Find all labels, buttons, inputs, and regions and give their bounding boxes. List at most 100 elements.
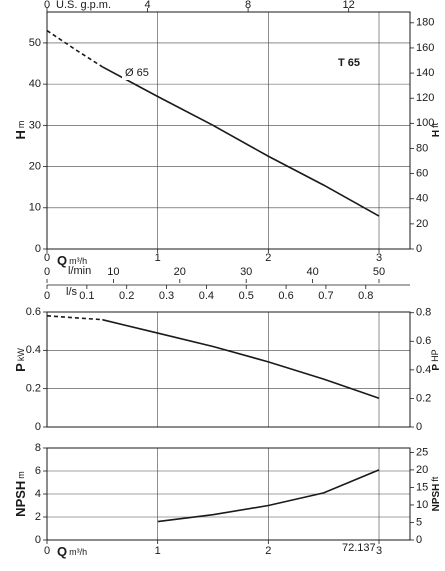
top-tick-label: 4	[144, 0, 150, 11]
y2-tick-label: 25	[416, 446, 428, 458]
curve	[46, 315, 103, 321]
y2-axis-label: Hft	[430, 122, 441, 137]
y2-tick-label: 80	[416, 142, 428, 154]
y-axis-label-text: P	[13, 363, 28, 372]
y-tick-label: 40	[29, 78, 41, 90]
plot-frame	[46, 11, 411, 250]
bottom-tick-label: 40	[306, 266, 318, 278]
y-axis-label-unit: kW	[16, 348, 26, 362]
y2-tick-label: 0.6	[416, 335, 431, 347]
plot-frame	[46, 447, 411, 541]
top-axis-label: U.S. g.p.m.	[56, 0, 111, 11]
bottom-tick-label: 0.2	[119, 290, 134, 302]
x-axis-label-unit: m³/h	[69, 547, 87, 557]
y2-tick-label: 0.4	[416, 364, 431, 376]
y-tick-label: 10	[29, 202, 41, 214]
top-tick-label: 0	[44, 0, 50, 11]
x-axis-label-text: Q	[57, 544, 67, 559]
y2-tick-label: 160	[416, 42, 434, 54]
curve	[157, 469, 380, 523]
y2-tick-label: 20	[416, 218, 428, 230]
y-tick-label: 8	[35, 442, 41, 454]
y2-tick-label: 120	[416, 92, 434, 104]
y-tick-label: 0.2	[26, 383, 41, 395]
y-tick-label: 0	[35, 534, 41, 546]
top-tick-label: 12	[343, 0, 355, 11]
bottom-tick-label: 0	[44, 290, 50, 302]
y2-tick-label: 5	[416, 516, 422, 528]
lmin-axis-label: l/min	[68, 265, 91, 277]
annotation-box	[122, 66, 154, 80]
x-tick-label: 2	[265, 545, 271, 557]
y-axis-label-text: H	[13, 130, 28, 139]
y2-tick-label: 100	[416, 117, 434, 129]
bottom-tick-label: 1	[155, 252, 161, 264]
y2-axis-label-unit: ft	[430, 476, 440, 482]
y-tick-label: 6	[35, 465, 41, 477]
y-tick-label: 0.4	[26, 344, 41, 356]
bottom-tick-label: 0.1	[79, 290, 94, 302]
y-tick-label: 2	[35, 511, 41, 523]
y-tick-label: 50	[29, 37, 41, 49]
bottom-tick-label: 0.5	[239, 290, 254, 302]
y2-axis-label-text: NPSH	[431, 484, 442, 512]
q-axis-label-text: Q	[57, 253, 67, 268]
title-box	[322, 50, 376, 76]
y2-tick-label: 15	[416, 481, 428, 493]
x-tick-label: 3	[376, 545, 382, 557]
y2-axis-label: NPSH ft	[430, 476, 441, 511]
y2-tick-label: 180	[416, 17, 434, 29]
drawing-number: 72.137	[342, 542, 376, 554]
y2-tick-label: 0.2	[416, 392, 431, 404]
y2-tick-label: 60	[416, 168, 428, 180]
chart-title: T 65	[338, 57, 360, 69]
bottom-tick-label: 0.8	[358, 290, 373, 302]
bottom-tick-label: 0.7	[318, 290, 333, 302]
y2-axis-label-text: P	[431, 364, 442, 371]
bottom-tick-label: 30	[240, 266, 252, 278]
curve	[46, 29, 103, 68]
bottom-tick-label: 0.6	[278, 290, 293, 302]
bottom-tick-label: 2	[265, 252, 271, 264]
y-axis-label-unit: m	[16, 121, 26, 129]
y2-axis-label-unit: ft	[430, 122, 440, 128]
top-tick-label: 8	[245, 0, 251, 11]
bottom-tick-label: 3	[376, 252, 382, 264]
y-axis-label-text: NPSH	[13, 481, 28, 517]
y2-tick-label: 0	[416, 243, 422, 255]
curve	[101, 66, 380, 217]
y-axis-label: Hm	[13, 121, 28, 140]
x-tick-label: 0	[44, 545, 50, 557]
bottom-tick-label: 0.3	[159, 290, 174, 302]
x-tick-label: 1	[155, 545, 161, 557]
y-tick-label: 0	[35, 243, 41, 255]
y2-tick-label: 0.8	[416, 307, 431, 319]
y2-axis-label: P HP	[430, 349, 441, 370]
y2-tick-label: 40	[416, 193, 428, 205]
q-axis-label-unit: m³/h	[69, 256, 87, 266]
curve	[102, 318, 380, 400]
ls-axis-label: l/s	[66, 286, 78, 298]
y-axis-label-unit: m	[16, 471, 26, 479]
y-axis-label: PkW	[13, 348, 28, 372]
bottom-tick-label: 20	[174, 266, 186, 278]
y2-axis-label-unit: HP	[430, 349, 440, 362]
bottom-tick-label: 10	[107, 266, 119, 278]
y-tick-label: 0	[35, 421, 41, 433]
y-axis-label: NPSH m	[13, 471, 28, 517]
bottom-tick-label: 0.4	[199, 290, 214, 302]
y-tick-label: 30	[29, 119, 41, 131]
y-tick-label: 0.6	[26, 306, 41, 318]
y2-tick-label: 0	[416, 421, 422, 433]
y-tick-label: 20	[29, 160, 41, 172]
y2-tick-label: 10	[416, 499, 428, 511]
y2-tick-label: 140	[416, 67, 434, 79]
plot-frame	[46, 311, 411, 428]
bottom-tick-label: 0	[44, 266, 50, 278]
y-tick-label: 4	[35, 488, 41, 500]
y2-axis-label-text: H	[431, 130, 442, 137]
y2-tick-label: 0	[416, 534, 422, 546]
